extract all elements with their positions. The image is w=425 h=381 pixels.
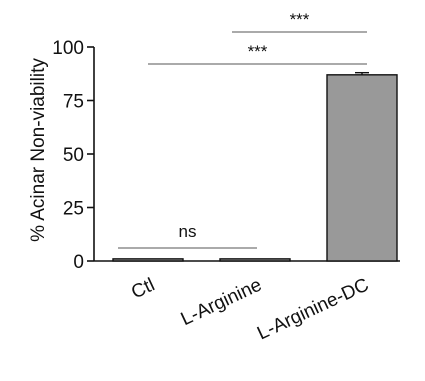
y-tick-label-50: 50: [63, 145, 84, 166]
bar-ctl: [112, 258, 184, 262]
y-tick-label-0: 0: [73, 252, 84, 273]
y-axis-label: % Acinar Non-viability: [28, 58, 49, 242]
significance-label-1: ***: [248, 42, 268, 61]
significance-label-0: ns: [179, 222, 197, 241]
x-tick-label-0: Ctl: [128, 274, 158, 303]
x-tick-label-1: L-Arginine: [178, 274, 265, 330]
y-tick-label-100: 100: [52, 38, 84, 59]
y-tick-label-25: 25: [63, 199, 84, 220]
bar-l-arginine-dc: [326, 74, 398, 262]
y-tick-label-75: 75: [63, 92, 84, 113]
x-tick-label-2: L-Arginine-DC: [254, 274, 372, 344]
bar-l-arginine: [219, 258, 291, 262]
significance-label-2: ***: [290, 10, 310, 29]
